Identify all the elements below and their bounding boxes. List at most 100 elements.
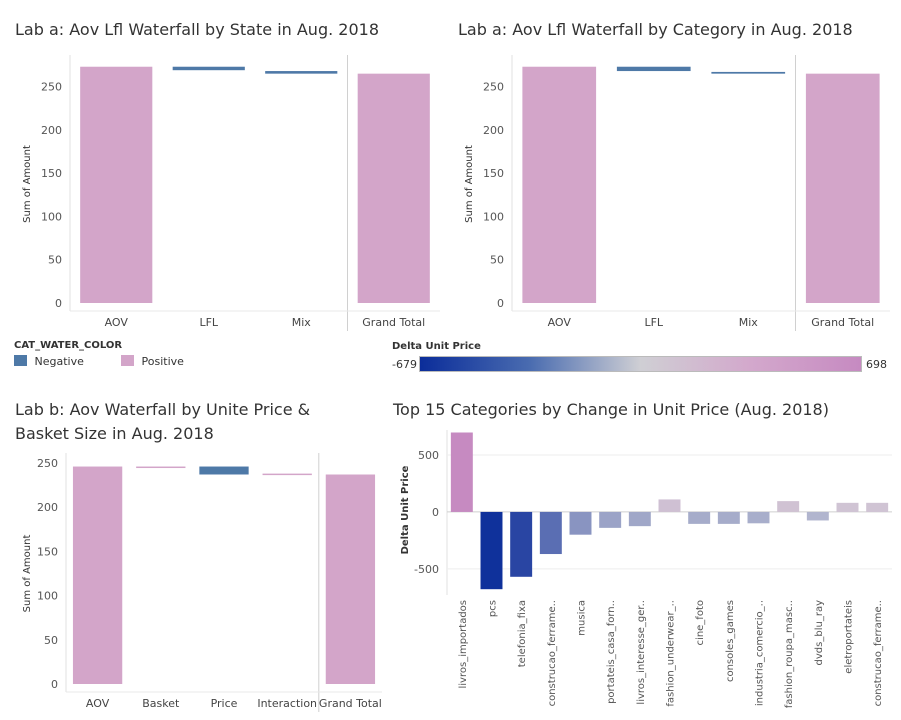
bar-price — [199, 466, 249, 475]
bar-grand-total — [805, 73, 880, 303]
x-tick-label: pcs — [488, 600, 499, 617]
x-tick-label: fashion_roupa_masc.. — [784, 600, 795, 708]
bar-fashion-underwear- — [658, 499, 681, 512]
x-tick-label: construcao_ferrame.. — [873, 600, 884, 706]
x-tick-label: fashion_underwear_.. — [666, 600, 677, 707]
y-tick-label: 50 — [44, 634, 58, 647]
y-tick-label: 100 — [37, 590, 58, 603]
gradient-min-label: -679 — [392, 358, 417, 371]
bar-fashion-roupa-masc- — [777, 501, 800, 512]
bar-eletroportateis — [836, 502, 859, 512]
y-tick-label: 200 — [483, 124, 504, 137]
legend-delta-unit-price: Delta Unit Price -679 698 — [392, 341, 892, 377]
bar-dvds-blu-ray — [806, 511, 829, 521]
waterfall-chart-unit-price-basket: Sum of Amount 0 50 100 150 200 250 AOV Basket Pri… — [22, 453, 382, 712]
y-axis-label: Sum of Amount — [22, 145, 33, 223]
x-tick-label: Basket — [142, 697, 180, 710]
legend-item-positive[interactable]: Positive — [121, 355, 184, 368]
x-tick-label: LFL — [199, 316, 218, 329]
bar-consoles-games — [717, 511, 740, 524]
x-tick-label: Interaction — [257, 697, 317, 710]
y-tick-label: 150 — [41, 167, 62, 180]
y-tick-label: 200 — [37, 501, 58, 514]
x-tick-label: dvds_blu_ray — [814, 600, 825, 666]
waterfall-chart-category: Sum of Amount 0 50 100 150 200 250 AOV LFL Mix Gra… — [464, 55, 890, 331]
bar-chart-top15-categories: Delta Unit Price-500 0 500 livros_importado… — [400, 430, 892, 708]
y-tick-label: 200 — [41, 124, 62, 137]
legend-title: CAT_WATER_COLOR — [14, 340, 123, 351]
waterfall-chart-state: Sum of Amount 0 50 100 150 200 250 AOV LFL Mix Gra… — [22, 55, 440, 331]
legend-water-color: CAT_WATER_COLOR Negative Positive — [14, 340, 314, 380]
gradient-max-label: 698 — [866, 358, 887, 371]
bar-industria-comercio- — [747, 511, 770, 524]
bar-musica — [569, 511, 592, 535]
legend-label-positive: Positive — [141, 355, 184, 368]
x-tick-label: consoles_games — [725, 600, 736, 682]
bar-telefonia-fixa — [510, 511, 533, 577]
x-tick-label: construcao_ferrame.. — [547, 600, 558, 706]
y-tick-label: 150 — [37, 545, 58, 558]
x-tick-label: Grand Total — [811, 316, 874, 329]
x-tick-label: Grand Total — [319, 697, 382, 710]
gradient-bar[interactable] — [419, 356, 862, 372]
bar-portateis-casa-forn- — [599, 511, 622, 528]
chart-title-top15: Top 15 Categories by Change in Unit Pric… — [393, 400, 829, 419]
bar-aov — [72, 466, 123, 684]
x-tick-label: eletroportateis — [844, 600, 855, 674]
y-tick-label: -500 — [414, 563, 439, 576]
bar-interaction — [262, 473, 312, 476]
y-axis-label: Sum of Amount — [22, 535, 33, 613]
legend-item-negative[interactable]: Negative — [14, 355, 84, 368]
legend-swatch-positive — [121, 355, 134, 366]
y-tick-label: 0 — [51, 678, 58, 691]
y-axis-label: Delta Unit Price — [400, 465, 411, 554]
legend-swatch-negative — [14, 355, 27, 366]
chart-title-state: Lab a: Aov Lfl Waterfall by State in Aug… — [15, 20, 379, 39]
bar-cine-foto — [688, 511, 711, 524]
chart-title-category: Lab a: Aov Lfl Waterfall by Category in … — [458, 20, 853, 39]
chart-title-unit-price-basket: Lab b: Aov Waterfall by Unite Price & Ba… — [15, 398, 345, 446]
x-tick-label: LFL — [644, 316, 663, 329]
y-tick-label: 100 — [41, 210, 62, 223]
x-tick-label: industria_comercio_.. — [755, 600, 766, 706]
x-tick-label: Grand Total — [362, 316, 425, 329]
y-tick-label: 50 — [490, 254, 504, 267]
x-tick-label: telefonia_fixa — [517, 600, 528, 667]
bar-lfl — [172, 66, 245, 71]
chart-title-unit-price-basket-text: Lab b: Aov Waterfall by Unite Price & Ba… — [15, 400, 311, 443]
bar-aov — [522, 66, 597, 303]
x-tick-label: AOV — [548, 316, 572, 329]
bar-grand-total — [325, 474, 376, 684]
bar-lfl — [616, 66, 691, 72]
y-tick-label: 100 — [483, 210, 504, 223]
y-tick-label: 250 — [483, 81, 504, 94]
x-tick-label: livros_importados — [458, 600, 469, 689]
y-tick-label: 50 — [48, 254, 62, 267]
x-tick-label: AOV — [105, 316, 129, 329]
y-tick-label: 0 — [497, 297, 504, 310]
y-tick-label: 250 — [41, 81, 62, 94]
y-tick-label: 250 — [37, 457, 58, 470]
bar-aov — [80, 66, 153, 303]
bar-livros-interesse-ger- — [628, 511, 651, 527]
x-tick-label: cine_foto — [695, 600, 706, 645]
legend-label-negative: Negative — [34, 355, 84, 368]
bar-pcs — [480, 511, 503, 590]
x-tick-label: livros_interesse_ger.. — [636, 600, 647, 705]
bar-construcao-ferrame- — [866, 502, 889, 512]
gradient-legend-title: Delta Unit Price — [392, 341, 481, 352]
y-tick-label: 0 — [432, 506, 439, 519]
x-tick-label: Price — [211, 697, 238, 710]
bar-grand-total — [357, 73, 430, 303]
x-tick-label: portateis_casa_forn.. — [606, 600, 617, 704]
x-tick-label: AOV — [86, 697, 110, 710]
x-tick-label: Mix — [739, 316, 759, 329]
bar-mix — [265, 71, 338, 74]
y-tick-label: 500 — [418, 449, 439, 462]
y-tick-label: 150 — [483, 167, 504, 180]
bar-mix — [711, 71, 786, 74]
bar-basket — [136, 466, 186, 469]
bar-livros-importados — [450, 432, 473, 512]
y-axis-label: Sum of Amount — [464, 145, 475, 223]
y-tick-label: 0 — [55, 297, 62, 310]
